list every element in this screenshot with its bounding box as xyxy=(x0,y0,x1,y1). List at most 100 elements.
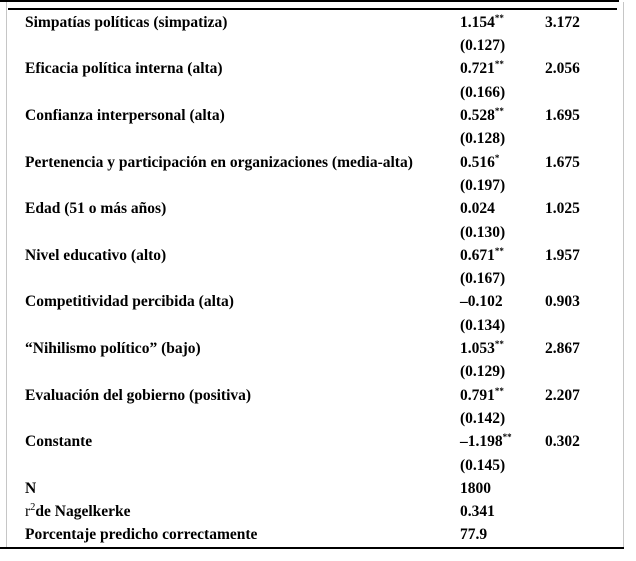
variable-label: Confianza interpersonal (alta) xyxy=(6,104,460,127)
empty-cell xyxy=(6,174,460,197)
coefficient-cell: 0.791** xyxy=(460,384,545,407)
variable-label-text: Nivel educativo (alto) xyxy=(25,246,167,264)
coefficient-value: 1.053 xyxy=(460,340,495,358)
variable-label-text: Evaluación del gobierno (positiva) xyxy=(25,386,252,404)
standard-error-value: (0.145) xyxy=(460,456,506,474)
table-row-coefficient: Edad (51 o más años) 0.024 1.025 xyxy=(6,197,624,220)
r2-prefix: r xyxy=(25,503,31,521)
coefficient-value: 0.791 xyxy=(460,386,495,404)
empty-cell xyxy=(545,360,624,383)
odds-ratio-value: 2.207 xyxy=(545,386,580,404)
odds-ratio-value: 0.302 xyxy=(545,433,580,451)
coefficient-cell: 1.154** xyxy=(460,11,545,34)
coefficient-cell: –0.102 xyxy=(460,291,545,314)
odds-ratio-value: 1.675 xyxy=(545,153,580,171)
table-row-nagelkerke-r2: r2de Nagelkerke 0.341 xyxy=(6,500,624,523)
empty-cell xyxy=(545,407,624,430)
table-bottom-rule xyxy=(0,547,624,549)
significance-stars: ** xyxy=(494,12,504,23)
table-row-standard-error: (0.167) xyxy=(6,267,624,290)
odds-ratio-value: 1.695 xyxy=(545,107,580,125)
empty-cell xyxy=(545,221,624,244)
empty-cell xyxy=(545,524,624,547)
coefficient-value: 1.154 xyxy=(460,13,495,31)
empty-cell xyxy=(545,500,624,523)
odds-ratio-value: 1.957 xyxy=(545,246,580,264)
variable-label: Pertenencia y participación en organizac… xyxy=(6,151,460,174)
variable-label-text: Competitividad percibida (alta) xyxy=(25,293,234,311)
coefficient-cell: 0.721** xyxy=(460,58,545,81)
empty-cell xyxy=(545,174,624,197)
table-row-n: N 1800 xyxy=(6,477,624,500)
coefficient-value: 0.721 xyxy=(460,60,495,78)
variable-label-text: Eficacia política interna (alta) xyxy=(25,60,223,78)
table-row-standard-error: (0.129) xyxy=(6,360,624,383)
significance-stars: ** xyxy=(494,245,504,256)
table-row-coefficient: “Nihilismo político” (bajo) 1.053** 2.86… xyxy=(6,337,624,360)
table-row-coefficient: Eficacia política interna (alta) 0.721**… xyxy=(6,58,624,81)
empty-cell xyxy=(6,407,460,430)
coefficient-value: –1.198 xyxy=(460,433,503,451)
table-left-border xyxy=(6,2,7,547)
variable-label: Eficacia política interna (alta) xyxy=(6,58,460,81)
table-row-coefficient: Simpatías políticas (simpatiza) 1.154** … xyxy=(6,11,624,34)
table-row-percent-predicted: Porcentaje predicho correctamente 77.9 xyxy=(6,524,624,547)
variable-label-text: Pertenencia y participación en organizac… xyxy=(25,153,413,171)
standard-error-value: (0.166) xyxy=(460,83,506,101)
significance-stars: ** xyxy=(494,338,504,349)
empty-cell xyxy=(545,81,624,104)
r2-label-text: de Nagelkerke xyxy=(35,503,131,521)
odds-ratio-value: 1.025 xyxy=(545,200,580,218)
table-row-coefficient: Nivel educativo (alto) 0.671** 1.957 xyxy=(6,244,624,267)
coefficient-value: –0.102 xyxy=(460,293,503,311)
standard-error-value: (0.134) xyxy=(460,316,506,334)
empty-cell xyxy=(6,454,460,477)
variable-label: Edad (51 o más años) xyxy=(6,197,460,220)
variable-label: Nivel educativo (alto) xyxy=(6,244,460,267)
table-row-coefficient: Pertenencia y participación en organizac… xyxy=(6,151,624,174)
variable-label: “Nihilismo político” (bajo) xyxy=(6,337,460,360)
table-row-standard-error: (0.166) xyxy=(6,81,624,104)
variable-label: Evaluación del gobierno (positiva) xyxy=(6,384,460,407)
significance-stars: * xyxy=(494,152,500,163)
coefficient-cell: 0.024 xyxy=(460,197,545,220)
standard-error-value: (0.127) xyxy=(460,37,506,55)
coefficient-value: 0.516 xyxy=(460,153,495,171)
coefficient-cell: 1.053** xyxy=(460,337,545,360)
odds-ratio-value: 2.056 xyxy=(545,60,580,78)
standard-error-value: (0.130) xyxy=(460,223,506,241)
variable-label-text: “Nihilismo político” (bajo) xyxy=(25,340,201,358)
table-right-border xyxy=(623,2,624,547)
standard-error-value: (0.128) xyxy=(460,130,506,148)
coefficient-value: 0.024 xyxy=(460,200,495,218)
variable-label: Simpatías políticas (simpatiza) xyxy=(6,11,460,34)
significance-stars: ** xyxy=(494,59,504,70)
table-row-standard-error: (0.134) xyxy=(6,314,624,337)
table-row-standard-error: (0.130) xyxy=(6,221,624,244)
stat-value-n: 1800 xyxy=(460,479,491,497)
standard-error-value: (0.142) xyxy=(460,409,506,427)
table-body-summary: N 1800 r2de Nagelkerke 0.341 Porcentaje … xyxy=(6,477,624,547)
empty-cell xyxy=(545,34,624,57)
table-row-standard-error: (0.127) xyxy=(6,34,624,57)
odds-ratio-value: 3.172 xyxy=(545,13,580,31)
regression-table: Simpatías políticas (simpatiza) 1.154** … xyxy=(6,11,624,547)
variable-label-text: Constante xyxy=(25,433,93,451)
table-row-coefficient: Confianza interpersonal (alta) 0.528** 1… xyxy=(6,104,624,127)
empty-cell xyxy=(545,127,624,150)
table-row-standard-error: (0.145) xyxy=(6,454,624,477)
coefficient-cell: 0.528** xyxy=(460,104,545,127)
empty-cell xyxy=(6,314,460,337)
stat-value-r2: 0.341 xyxy=(460,503,495,521)
empty-cell xyxy=(6,81,460,104)
stat-label-percent-predicted: Porcentaje predicho correctamente xyxy=(25,526,258,544)
coefficient-value: 0.528 xyxy=(460,107,495,125)
variable-label: Constante xyxy=(6,430,460,453)
table-row-coefficient: Competitividad percibida (alta) –0.102 0… xyxy=(6,291,624,314)
table-top-outer-rule xyxy=(0,0,619,2)
empty-cell xyxy=(545,267,624,290)
stat-value-percent-predicted: 77.9 xyxy=(460,526,488,544)
variable-label-text: Confianza interpersonal (alta) xyxy=(25,107,225,125)
significance-stars: ** xyxy=(494,385,504,396)
